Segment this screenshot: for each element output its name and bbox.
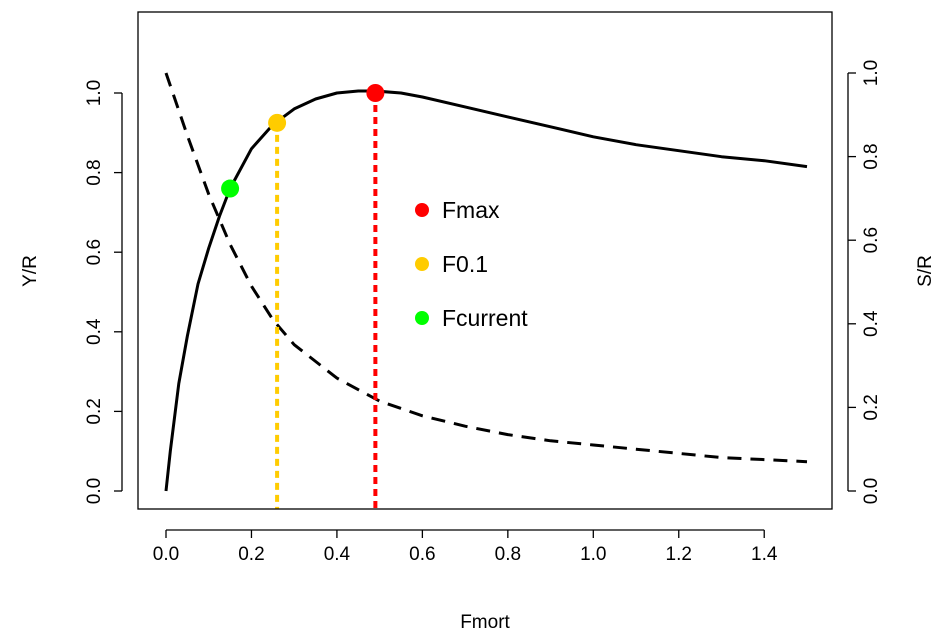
x-tick-label: 0.4 (324, 544, 351, 565)
x-tick-label: 1.4 (751, 544, 778, 565)
legend: Fmax F0.1 Fcurrent (415, 197, 528, 331)
y-tick-label: 0.8 (84, 159, 105, 185)
legend-marker-fcurrent (415, 311, 429, 325)
plot-frame (137, 11, 833, 510)
legend-marker-f0-1 (415, 257, 429, 271)
y2-tick-label: 0.8 (861, 143, 882, 169)
y2-tick-label: 0.2 (861, 394, 882, 420)
y-tick-label: 0.2 (84, 398, 105, 424)
fmax-point (366, 84, 385, 102)
x-tick-label: 0.0 (153, 544, 179, 565)
y2-tick-label: 0.0 (861, 478, 882, 504)
yield-per-recruit-line (164, 89, 808, 492)
legend-label-fmax: Fmax (442, 197, 500, 223)
plot-area (164, 72, 808, 509)
fcurrent-point (221, 179, 240, 198)
x-tick-label: 0.6 (409, 544, 435, 565)
y-tick-label: 1.0 (84, 80, 105, 106)
x-tick-label: 1.2 (666, 544, 692, 565)
axes: 0.0 0.2 0.4 0.6 0.8 1.0 1.2 1.4 0.0 0.2 0.4 0.6 0.8 1… (84, 60, 882, 565)
x-tick-label: 0.2 (238, 544, 264, 565)
y-tick-label: 0.6 (84, 239, 105, 265)
legend-label-f0-1: F0.1 (442, 251, 488, 277)
y2-tick-label: 0.6 (861, 227, 882, 253)
y-axis-title: Y/R (20, 255, 41, 287)
y2-tick-label: 1.0 (861, 60, 882, 86)
x-tick-label: 1.0 (580, 544, 606, 565)
y-tick-label: 0.4 (84, 318, 105, 345)
x-axis-title: Fmort (460, 612, 510, 633)
legend-label-fcurrent: Fcurrent (442, 305, 528, 331)
f0-1-point (268, 113, 287, 132)
y2-tick-label: 0.4 (861, 310, 882, 337)
y-tick-label: 0.0 (84, 478, 105, 504)
y2-axis-title: S/R (915, 255, 936, 287)
spawning-per-recruit-line (164, 72, 808, 464)
x-tick-label: 0.8 (495, 544, 521, 565)
legend-marker-fmax (415, 203, 429, 217)
plot-content (164, 72, 808, 509)
